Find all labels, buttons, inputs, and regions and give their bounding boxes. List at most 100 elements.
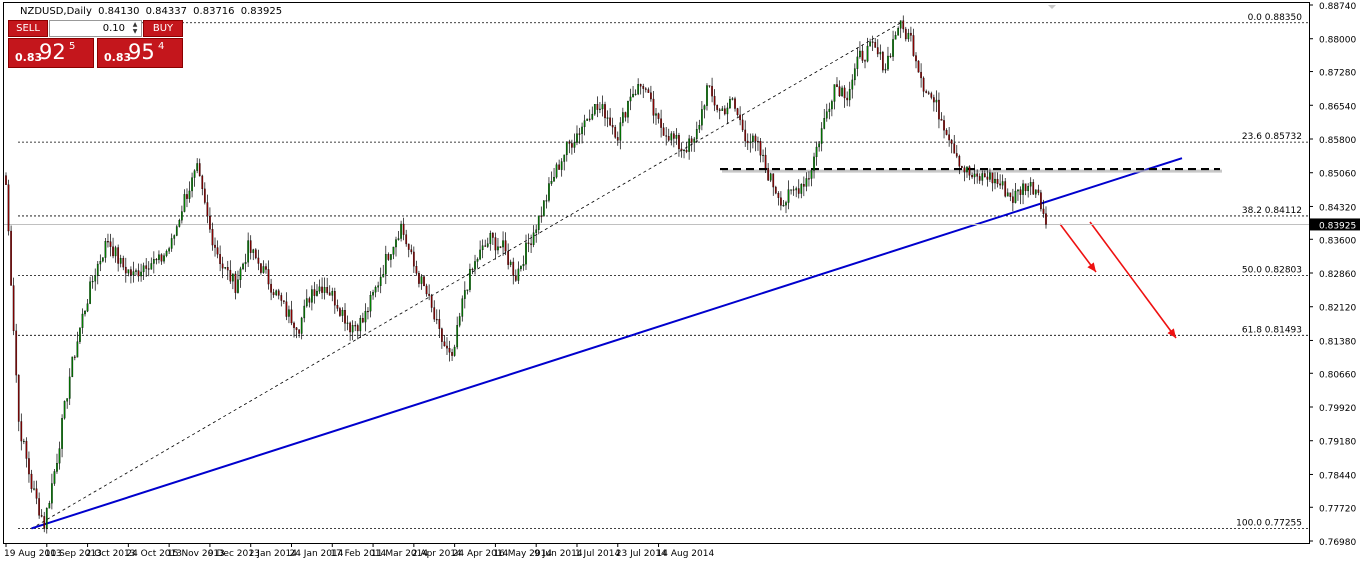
candle <box>392 246 395 260</box>
buy-price-button[interactable]: 0.83 95 4 <box>97 38 183 68</box>
candle <box>950 138 953 154</box>
candle <box>558 159 560 170</box>
candle <box>313 281 316 304</box>
candle <box>841 85 843 98</box>
x-tick-label: 15 Nov 2013 <box>167 549 225 559</box>
candle <box>466 289 469 295</box>
candle <box>1040 189 1042 212</box>
candle <box>548 177 550 203</box>
candle <box>441 327 443 349</box>
candle <box>688 134 690 160</box>
y-tick-label: 0.79920 <box>1319 404 1356 414</box>
candle <box>670 131 673 146</box>
buy-price-prefix: 0.83 <box>104 51 132 64</box>
candle <box>5 172 7 186</box>
candle <box>351 320 354 341</box>
candle <box>28 451 30 483</box>
candle <box>522 255 525 271</box>
candle <box>701 101 703 131</box>
sell-button[interactable]: SELL <box>8 20 48 37</box>
candle <box>147 261 150 277</box>
candle <box>211 222 214 251</box>
candle <box>400 220 402 242</box>
candle <box>991 172 994 192</box>
candle <box>61 414 63 458</box>
candle <box>920 63 922 88</box>
buy-price-sup: 4 <box>158 41 165 52</box>
candle <box>940 112 943 121</box>
candle <box>369 291 372 318</box>
candle <box>12 277 15 336</box>
candle <box>545 194 548 209</box>
candle <box>318 279 321 294</box>
candle <box>244 253 247 273</box>
candle <box>634 89 637 96</box>
candle <box>79 327 81 345</box>
buy-price-big: 95 <box>128 40 155 64</box>
candle <box>611 117 614 135</box>
candle <box>859 41 861 59</box>
candle <box>718 107 721 120</box>
lot-size-input[interactable] <box>49 20 142 37</box>
candle <box>237 270 239 294</box>
candle <box>486 237 489 248</box>
candle <box>402 217 405 241</box>
y-tick-label: 0.88740 <box>1319 2 1356 12</box>
candle <box>277 288 280 300</box>
candle <box>825 103 828 122</box>
candle <box>198 158 201 177</box>
candle <box>752 133 754 149</box>
candle <box>53 468 56 486</box>
candle <box>142 262 145 281</box>
candle <box>532 225 535 248</box>
candle <box>879 44 882 60</box>
candle <box>741 114 744 132</box>
candle <box>1019 186 1022 205</box>
candle <box>818 141 820 152</box>
candle <box>698 119 701 133</box>
candle <box>425 283 428 297</box>
candle <box>981 170 984 186</box>
candle <box>619 117 622 150</box>
candle <box>25 437 28 468</box>
candle <box>107 233 109 248</box>
candle <box>790 189 792 195</box>
x-tick-label: 2 Apr 2014 <box>412 549 462 559</box>
sell-price-button[interactable]: 0.83 92 5 <box>8 38 94 68</box>
candle <box>140 263 142 282</box>
candle <box>249 235 252 260</box>
candle <box>1022 179 1024 205</box>
candle <box>772 173 775 196</box>
buy-button[interactable]: BUY <box>143 20 183 37</box>
scroll-marker-icon[interactable] <box>1048 5 1056 9</box>
candle <box>346 315 349 331</box>
candle <box>769 172 772 183</box>
y-tick-label: 0.76980 <box>1319 538 1356 548</box>
x-tick-label: 17 Feb 2014 <box>330 549 386 559</box>
candle <box>433 300 436 322</box>
y-tick-label: 0.82860 <box>1319 270 1356 280</box>
candle <box>499 246 502 249</box>
candle <box>262 260 265 274</box>
candle <box>797 179 800 199</box>
candle <box>456 316 459 350</box>
candle <box>112 237 114 259</box>
lot-spinner-icon[interactable]: ▲ ▼ <box>132 21 138 35</box>
candle <box>578 127 581 144</box>
candle <box>1004 177 1007 198</box>
candle <box>229 260 232 284</box>
candle <box>591 106 594 121</box>
candle <box>265 263 267 274</box>
candle <box>1034 189 1037 198</box>
candle <box>627 100 629 124</box>
candle <box>476 257 479 268</box>
candle <box>201 174 204 196</box>
candle <box>736 107 739 117</box>
candle <box>938 92 940 129</box>
candle <box>866 37 869 63</box>
candle <box>40 509 43 518</box>
candle <box>749 133 752 153</box>
candle <box>387 252 390 261</box>
x-tick-label: 2 Oct 2013 <box>86 549 136 559</box>
x-tick-label: 24 Jan 2014 <box>289 549 343 559</box>
